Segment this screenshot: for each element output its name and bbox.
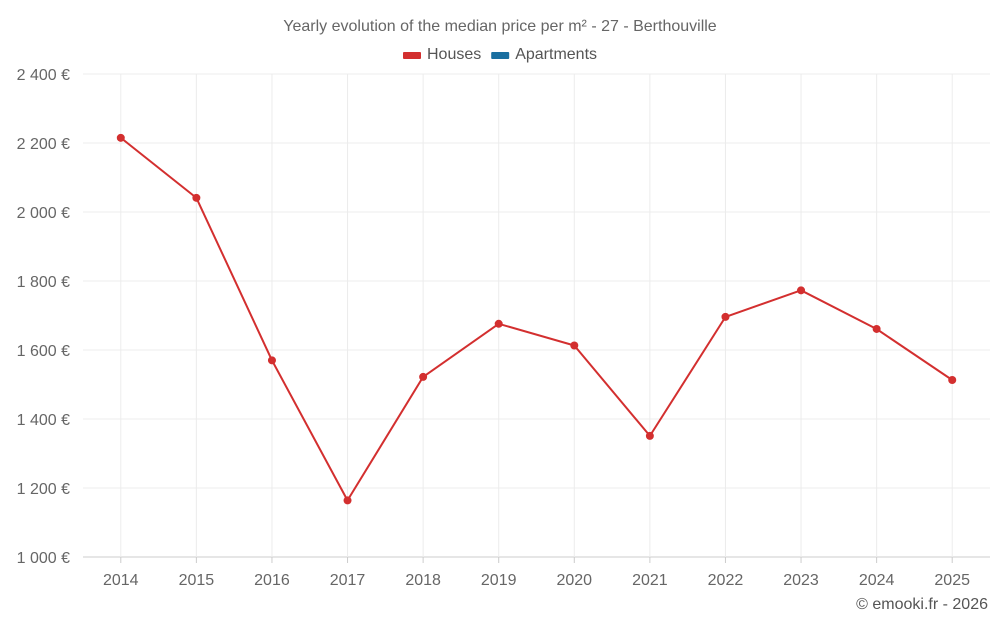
- y-tick-label: 1 400 €: [17, 412, 70, 429]
- data-point-houses[interactable]: [267, 356, 276, 365]
- x-tick-label: 2021: [632, 572, 668, 589]
- chart-title: Yearly evolution of the median price per…: [283, 18, 717, 35]
- x-tick-label: 2023: [783, 572, 819, 589]
- x-tick-label: 2017: [330, 572, 366, 589]
- data-point-houses[interactable]: [419, 372, 428, 381]
- y-tick-label: 2 200 €: [17, 136, 70, 153]
- y-axis-ticks: 1 000 € 1 200 € 1 400 € 1 600 € 1 800 € 2 000…: [17, 67, 70, 567]
- legend-item-apartments[interactable]: Apartments: [491, 46, 597, 63]
- data-point-houses[interactable]: [494, 319, 503, 328]
- x-tick-label: 2018: [405, 572, 441, 589]
- x-axis-ticks: 2014 2015 2016 2017 2018 2019 2020 2021 2022 2023…: [103, 572, 970, 589]
- data-point-houses[interactable]: [570, 341, 579, 350]
- series-layer: [116, 133, 957, 505]
- y-tick-label: 1 600 €: [17, 343, 70, 360]
- legend-label: Apartments: [515, 46, 597, 63]
- x-tick-label: 2022: [708, 572, 744, 589]
- data-point-houses[interactable]: [343, 496, 352, 505]
- legend: Houses Apartments: [403, 46, 597, 63]
- data-point-houses[interactable]: [192, 193, 201, 202]
- data-point-houses[interactable]: [797, 286, 806, 295]
- x-tick-label: 2020: [556, 572, 592, 589]
- data-point-houses[interactable]: [116, 133, 125, 142]
- y-tick-label: 1 800 €: [17, 274, 70, 291]
- x-tick-label: 2015: [179, 572, 215, 589]
- x-tick-label: 2014: [103, 572, 139, 589]
- legend-label: Houses: [427, 46, 481, 63]
- legend-swatch: [491, 52, 510, 59]
- credit-text: © emooki.fr - 2026: [856, 596, 988, 613]
- y-tick-label: 1 000 €: [17, 550, 70, 567]
- data-point-houses[interactable]: [645, 431, 654, 440]
- x-tick-label: 2025: [934, 572, 970, 589]
- y-tick-label: 1 200 €: [17, 481, 70, 498]
- data-point-houses[interactable]: [721, 312, 730, 321]
- series-line-houses: [120, 137, 953, 502]
- legend-swatch: [403, 52, 421, 59]
- y-tick-label: 2 400 €: [17, 67, 70, 84]
- data-point-houses[interactable]: [872, 324, 881, 333]
- x-tick-label: 2019: [481, 572, 517, 589]
- data-point-houses[interactable]: [948, 376, 957, 385]
- y-tick-label: 2 000 €: [17, 205, 70, 222]
- legend-item-houses[interactable]: Houses: [403, 46, 481, 63]
- x-tick-label: 2024: [859, 572, 895, 589]
- x-tick-label: 2016: [254, 572, 290, 589]
